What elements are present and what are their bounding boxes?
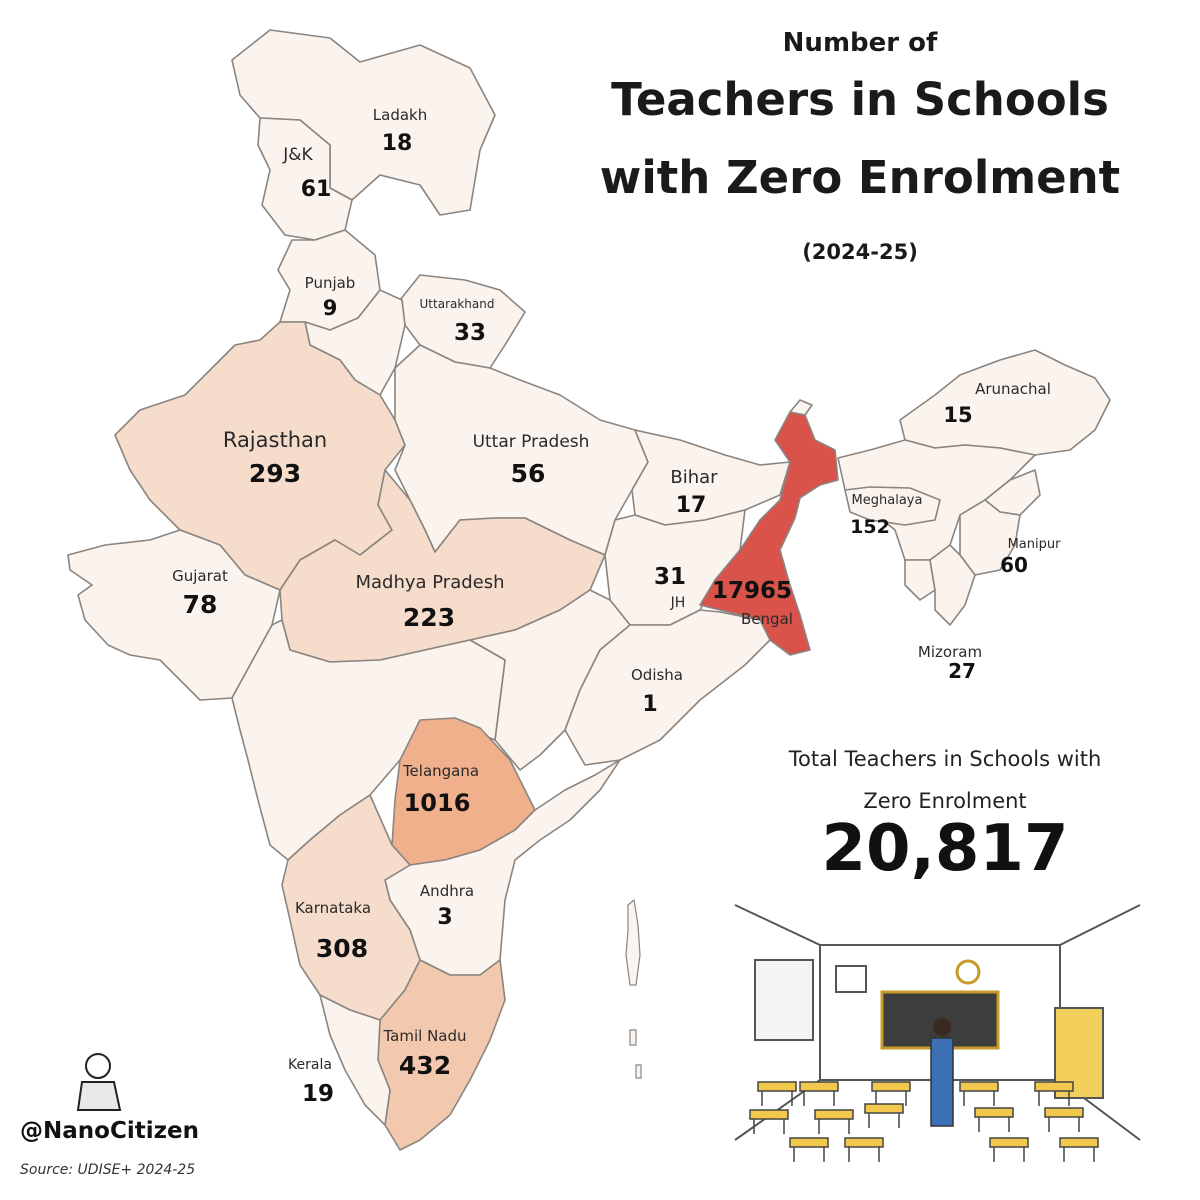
region-kerala [319, 994, 391, 1126]
state-value-bengal: 17965 [712, 578, 792, 604]
state-value-ladakh: 18 [382, 131, 413, 156]
total-label-line-1: Total Teachers in Schools with [788, 747, 1102, 771]
title-period: (2024-25) [802, 240, 918, 264]
state-label-rajasthan: Rajasthan [223, 428, 327, 452]
state-value-telangana: 1016 [404, 789, 471, 817]
state-value-karnataka: 308 [316, 934, 368, 963]
total-label: Total Teachers in Schools with Zero Enro… [740, 738, 1150, 822]
title-line-3: with Zero Enrolment [599, 151, 1121, 204]
state-label-uttarakhand: Uttarakhand [420, 297, 495, 311]
state-label-bihar: Bihar [670, 467, 718, 488]
total-value: 20,817 [821, 812, 1069, 886]
nicobar-island-icon [629, 1029, 637, 1046]
region-odisha [564, 609, 771, 766]
andaman-islands-icon [625, 898, 641, 986]
state-label-manipur: Manipur [1008, 537, 1062, 552]
avatar [76, 1053, 122, 1111]
region-meghalaya [844, 486, 941, 526]
state-value-gujarat: 78 [183, 590, 218, 619]
region-west-bengal [699, 411, 839, 656]
state-value-jh: 31 [654, 564, 686, 590]
state-label-madhya-pradesh: Madhya Pradesh [355, 572, 504, 593]
state-label-andhra: Andhra [420, 882, 474, 900]
state-label-punjab: Punjab [305, 274, 356, 292]
state-label-odisha: Odisha [631, 666, 683, 684]
state-value-mizoram: 27 [948, 659, 976, 683]
state-value-tamil-nadu: 432 [399, 1051, 451, 1080]
state-label-jh: JH [670, 595, 686, 611]
state-value-meghalaya: 152 [850, 516, 890, 538]
state-label-meghalaya: Meghalaya [852, 493, 923, 508]
region-uttarakhand [399, 274, 526, 369]
state-value-kerala: 19 [302, 1081, 334, 1107]
nicobar-island-icon [635, 1064, 642, 1079]
state-value-uttar-pradesh: 56 [511, 459, 546, 488]
state-value-arunachal: 15 [943, 403, 972, 427]
state-value-rajasthan: 293 [249, 459, 301, 488]
region-gujarat [67, 529, 281, 701]
state-label-karnataka: Karnataka [295, 899, 371, 917]
state-label-gujarat: Gujarat [172, 567, 228, 585]
state-value-manipur: 60 [1000, 553, 1028, 577]
map-labels: Ladakh 18 J&K 61 Punjab 9 Uttarakhand 33 Rajasth… [172, 106, 1061, 1107]
state-label-kerala: Kerala [288, 1057, 332, 1073]
state-label-arunachal: Arunachal [975, 380, 1051, 398]
state-value-j-k: 61 [301, 177, 332, 202]
state-label-tamil-nadu: Tamil Nadu [382, 1027, 466, 1045]
state-value-madhya-pradesh: 223 [403, 603, 455, 632]
region-mizoram [929, 544, 976, 626]
title-line-1: Number of [782, 28, 938, 58]
state-label-telangana: Telangana [402, 762, 479, 780]
state-label-ladakh: Ladakh [373, 106, 427, 124]
state-value-bihar: 17 [676, 493, 707, 518]
state-label-mizoram: Mizoram [918, 643, 982, 661]
state-label-bengal: Bengal [741, 610, 793, 628]
region-karnataka [281, 794, 421, 1021]
state-label-j-k: J&K [282, 145, 313, 165]
state-value-odisha: 1 [642, 692, 657, 717]
state-label-uttar-pradesh: Uttar Pradesh [473, 432, 590, 452]
classroom-illustration [734, 904, 1141, 1177]
map-regions [67, 29, 1111, 1151]
state-value-andhra: 3 [437, 905, 452, 930]
region-sikkim [789, 399, 813, 416]
total-label-line-2: Zero Enrolment [863, 789, 1027, 813]
region-arunachal [899, 349, 1111, 456]
region-tripura [904, 559, 936, 601]
state-value-uttarakhand: 33 [454, 320, 486, 346]
title-line-2: Teachers in Schools [611, 73, 1109, 126]
state-value-punjab: 9 [323, 296, 338, 320]
author-handle: @NanoCitizen [20, 1118, 199, 1144]
source-note: Source: UDISE+ 2024-25 [20, 1162, 196, 1178]
